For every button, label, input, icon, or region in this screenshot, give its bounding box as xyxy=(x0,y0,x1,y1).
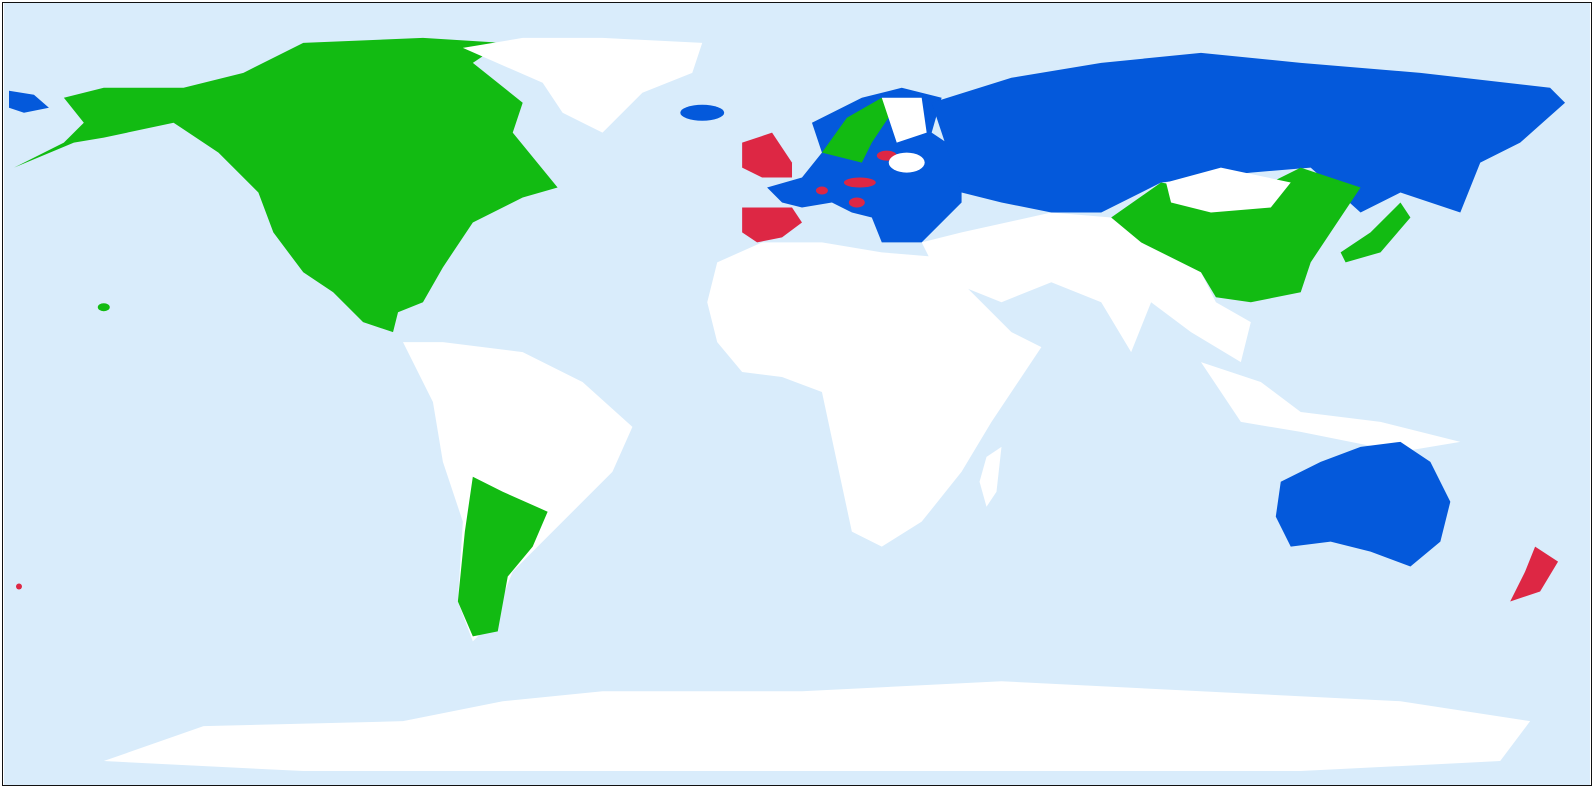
iberia-region xyxy=(742,207,802,243)
antarctica-region xyxy=(103,681,1531,772)
middle-east-asia-region xyxy=(921,212,1251,363)
pacific-island-red-region xyxy=(15,583,22,590)
south-america-region xyxy=(403,342,633,642)
southern-cone-region xyxy=(457,476,548,637)
africa-region xyxy=(707,242,1042,547)
japan-region xyxy=(1340,202,1411,263)
finland-region xyxy=(881,97,927,143)
north-america-region xyxy=(14,37,558,333)
mongolia-region xyxy=(1166,167,1291,213)
southeast-asia-islands-region xyxy=(1200,362,1461,452)
alaska-islands-region xyxy=(9,90,49,113)
hawaii-region xyxy=(97,303,110,312)
australia-region xyxy=(1275,441,1451,567)
world-map xyxy=(2,2,1592,786)
madagascar-region xyxy=(979,446,1002,507)
scandinavia-region xyxy=(821,97,892,163)
greenland-region xyxy=(462,37,703,133)
russia-region xyxy=(931,52,1566,213)
central-europe-red-1-region xyxy=(843,177,876,188)
central-europe-red-4-region xyxy=(815,186,828,195)
iceland-region xyxy=(680,104,725,121)
belarus-region xyxy=(888,152,925,173)
central-europe-red-3-region xyxy=(848,197,865,208)
new-zealand-region xyxy=(1510,546,1559,602)
